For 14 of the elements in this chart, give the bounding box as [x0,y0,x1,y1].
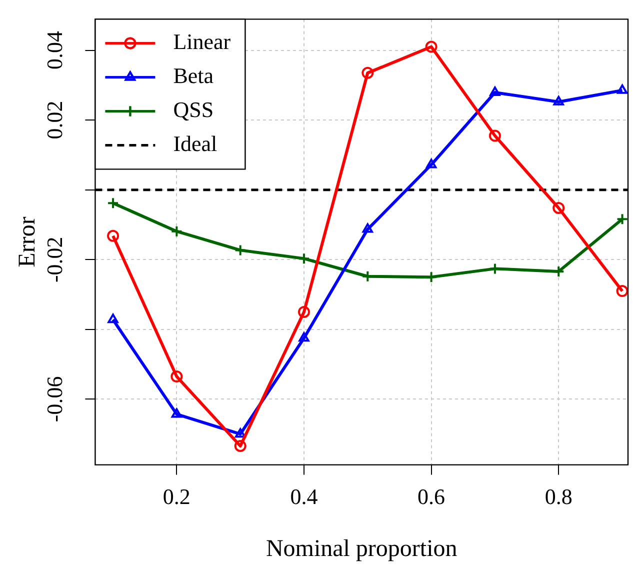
y-tick-label: 0.04 [42,31,68,70]
legend-label: Ideal [173,130,218,156]
y-tick-label: 0.02 [42,100,68,140]
y-axis-title: Error [14,216,41,268]
legend-label: Linear [173,28,232,54]
x-axis-title: Nominal proportion [266,536,458,562]
y-tick-label: -0.02 [42,236,68,283]
legend-label: QSS [173,96,214,122]
x-tick-label: 0.6 [418,484,446,509]
x-tick-label: 0.4 [290,484,318,509]
x-tick-label: 0.8 [544,484,572,509]
x-tick-label: 0.2 [162,484,190,509]
y-tick-label: -0.06 [42,376,68,422]
legend-label: Beta [173,62,214,88]
